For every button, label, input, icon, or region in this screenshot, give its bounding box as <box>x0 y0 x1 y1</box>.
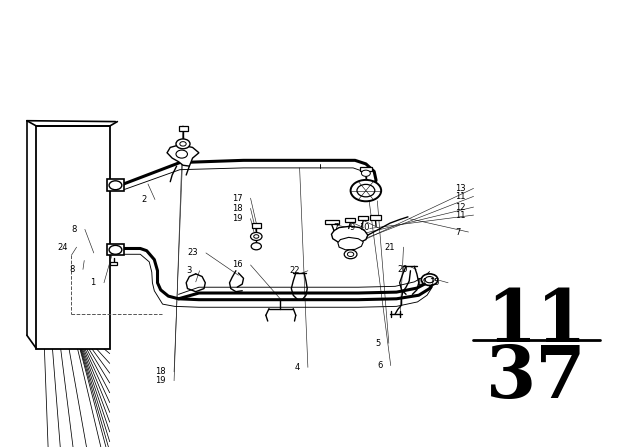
Text: 16: 16 <box>232 260 243 269</box>
Text: 8: 8 <box>71 225 77 234</box>
Circle shape <box>176 139 190 149</box>
Polygon shape <box>338 237 364 250</box>
Circle shape <box>348 252 354 257</box>
Text: 23: 23 <box>187 249 198 258</box>
Circle shape <box>421 274 438 285</box>
Polygon shape <box>332 226 368 244</box>
Text: 22: 22 <box>289 266 300 275</box>
Text: 17: 17 <box>232 194 243 202</box>
Bar <box>358 216 368 220</box>
Text: 18: 18 <box>232 204 243 213</box>
Text: 10: 10 <box>359 223 370 232</box>
Text: 7: 7 <box>333 223 339 232</box>
Text: 19: 19 <box>156 376 166 385</box>
Text: 6: 6 <box>377 361 383 370</box>
Text: 24: 24 <box>58 243 68 252</box>
Circle shape <box>109 246 122 254</box>
Circle shape <box>180 142 186 146</box>
Text: 11: 11 <box>486 286 587 358</box>
Bar <box>370 215 381 220</box>
Bar <box>252 223 261 228</box>
Circle shape <box>425 276 434 283</box>
Text: 18: 18 <box>155 367 166 376</box>
Bar <box>346 218 355 222</box>
Text: 15: 15 <box>429 278 440 287</box>
Circle shape <box>253 235 259 238</box>
Bar <box>36 126 109 349</box>
Circle shape <box>251 243 261 250</box>
Circle shape <box>362 170 371 177</box>
Text: 7: 7 <box>455 228 460 237</box>
Bar <box>106 180 124 190</box>
Text: 2: 2 <box>141 195 147 204</box>
Text: 8: 8 <box>69 265 75 274</box>
Circle shape <box>351 180 381 201</box>
Text: 9: 9 <box>350 223 355 232</box>
Text: 12: 12 <box>455 202 465 211</box>
Bar <box>106 244 124 255</box>
Text: 21: 21 <box>385 243 395 252</box>
Text: 3: 3 <box>186 266 191 275</box>
Text: 11: 11 <box>455 211 465 220</box>
Text: 13: 13 <box>454 184 465 193</box>
Bar <box>109 262 117 265</box>
Text: 1: 1 <box>90 278 96 287</box>
Polygon shape <box>167 145 199 166</box>
Text: 19: 19 <box>232 214 243 223</box>
Bar <box>179 126 188 130</box>
Bar <box>360 167 372 172</box>
Circle shape <box>176 150 188 158</box>
Text: 20: 20 <box>397 265 408 274</box>
Text: 4: 4 <box>294 363 300 372</box>
Text: 14: 14 <box>417 278 427 287</box>
Text: 5: 5 <box>375 339 381 348</box>
Circle shape <box>109 181 122 190</box>
Circle shape <box>344 250 357 259</box>
Circle shape <box>250 233 262 241</box>
Text: 11: 11 <box>455 192 465 201</box>
Bar <box>325 220 339 224</box>
Text: 37: 37 <box>486 342 587 413</box>
Circle shape <box>357 185 375 197</box>
